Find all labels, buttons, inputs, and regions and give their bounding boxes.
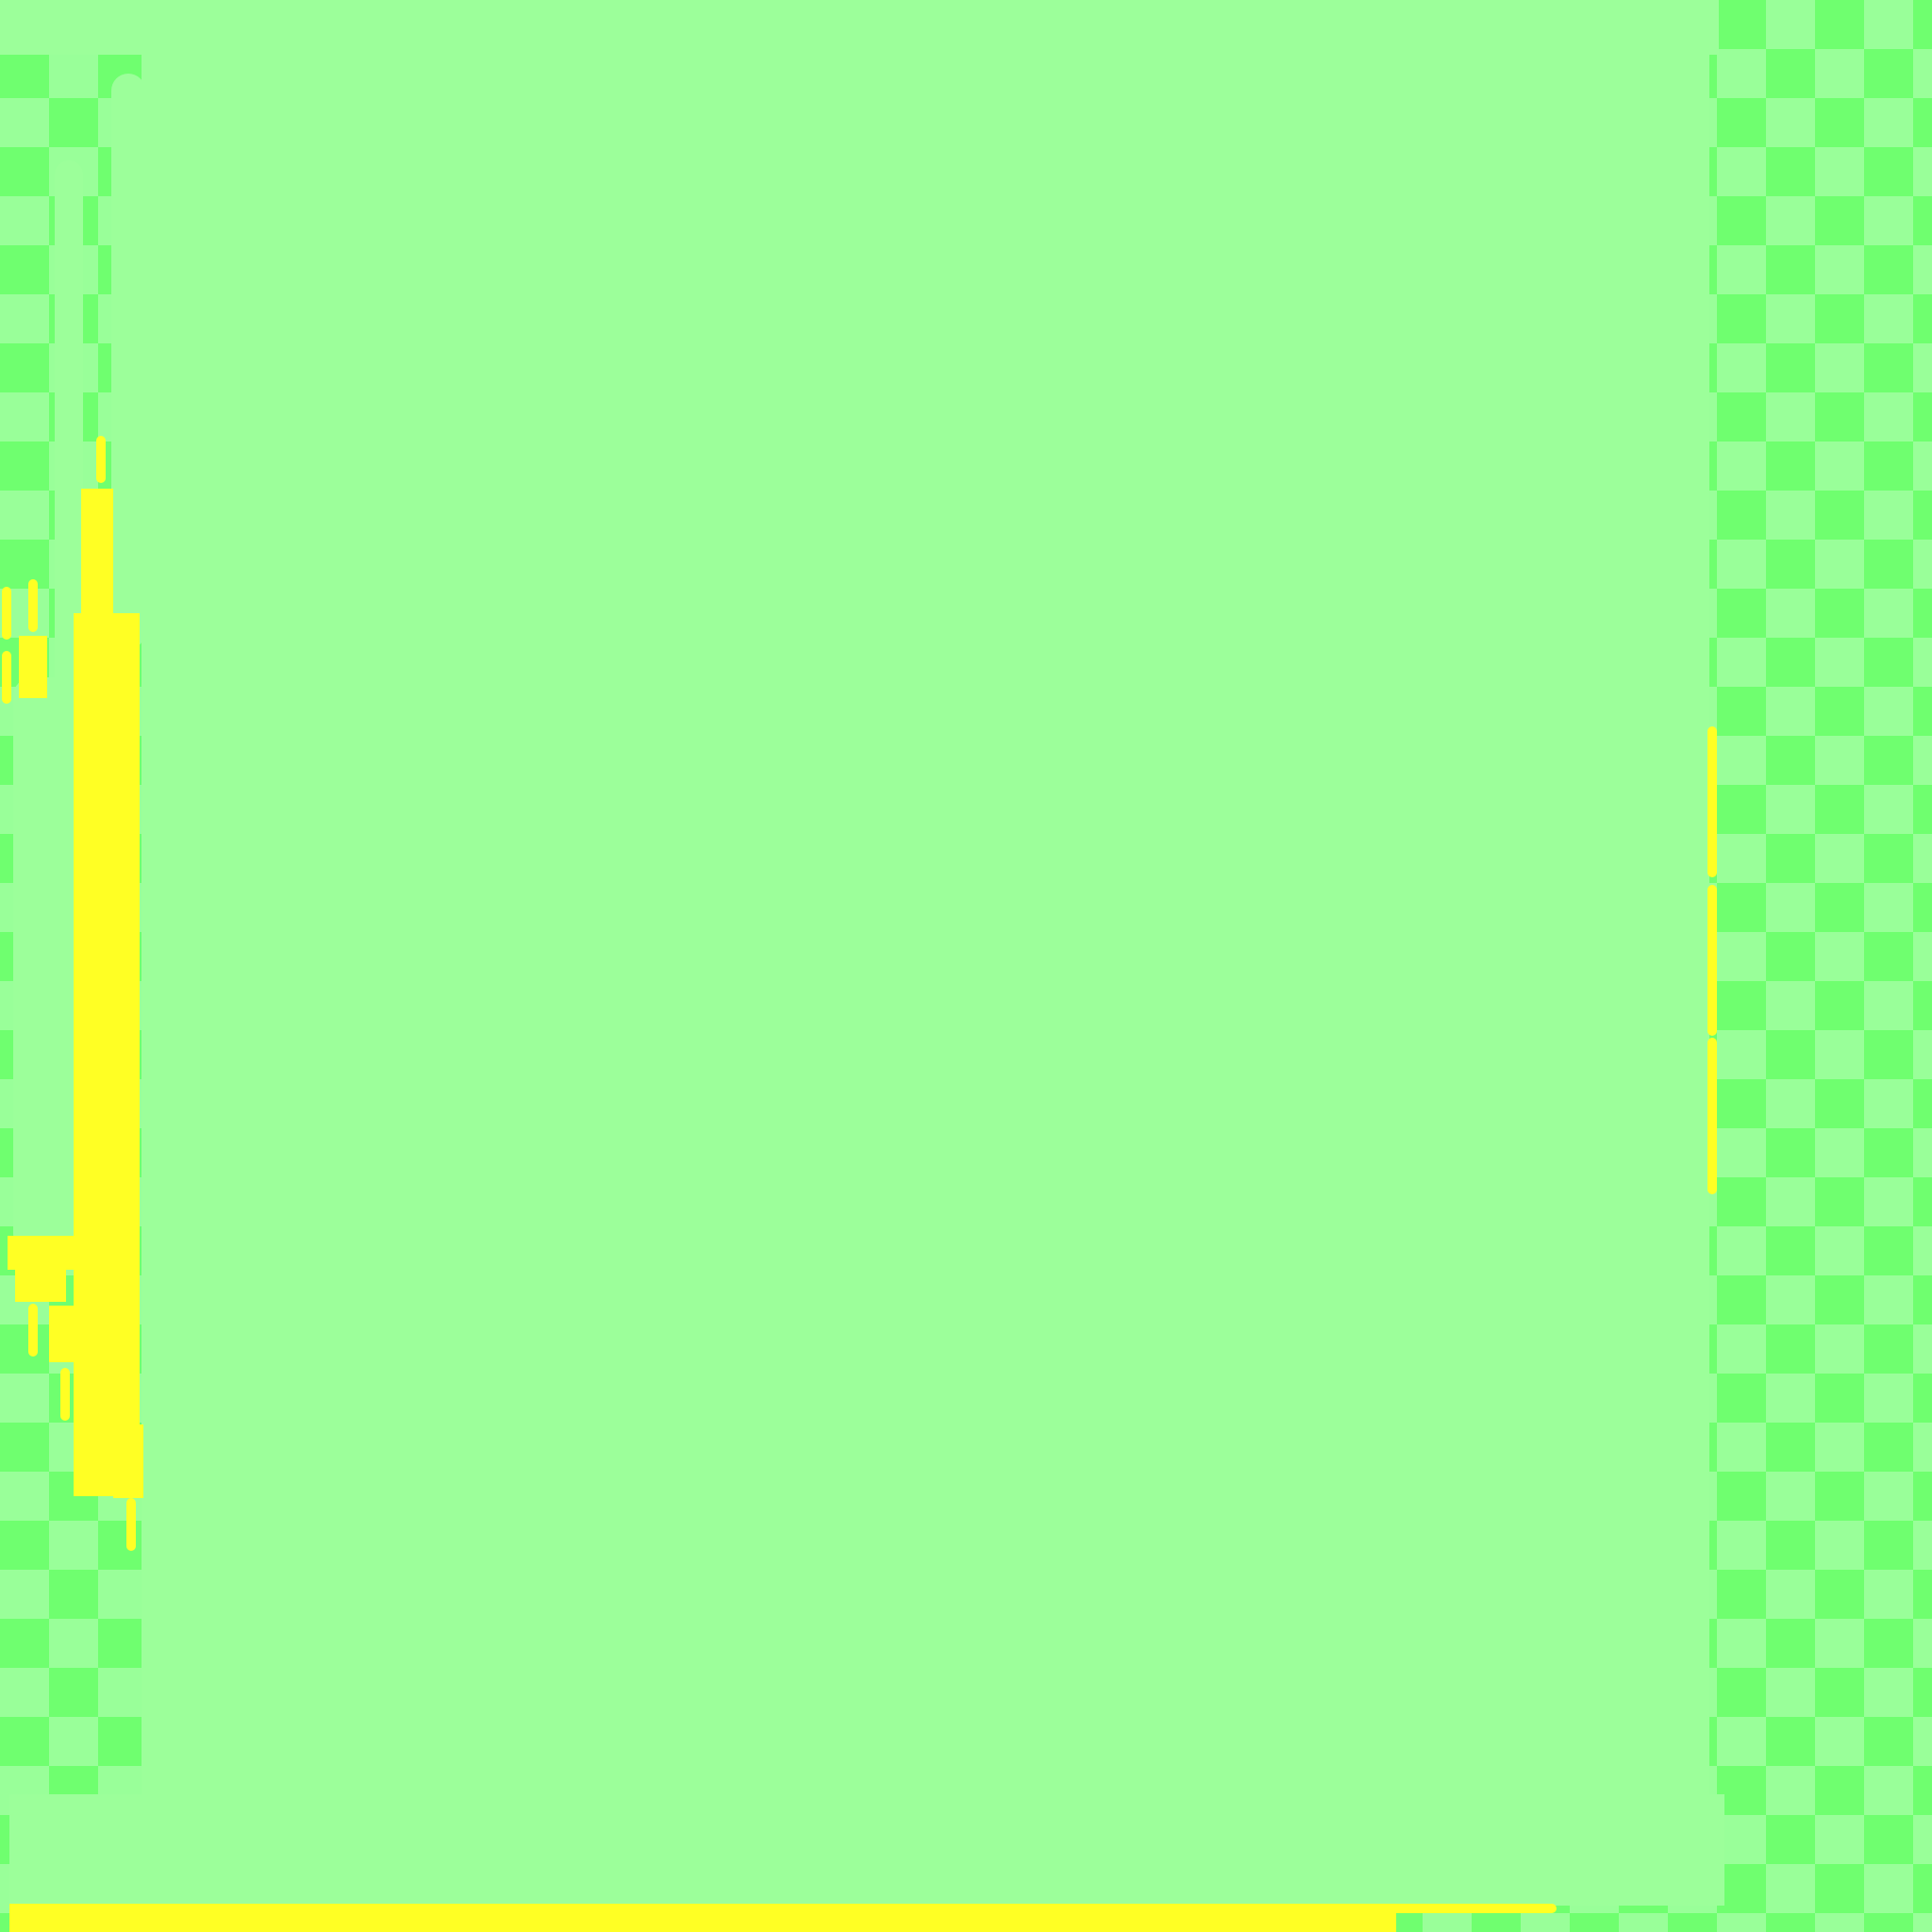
accent-right-02 [1707, 885, 1717, 1036]
accent-left-14 [94, 1432, 104, 1485]
accent-left-15 [113, 1424, 143, 1498]
left-rail-upper [111, 74, 145, 649]
accent-left-16 [126, 1498, 136, 1551]
accent-left-07 [2, 651, 11, 704]
accent-left-05 [28, 579, 38, 632]
accent-right-01 [1707, 726, 1717, 877]
left-rail-base [13, 677, 74, 1253]
main-surface [142, 47, 1709, 1823]
accent-right-03 [1707, 1038, 1717, 1194]
accent-bottom-bar [9, 1904, 1396, 1932]
accent-left-01 [96, 436, 106, 483]
accent-left-10 [28, 1304, 38, 1357]
accent-left-12 [60, 1368, 70, 1421]
accent-bottom-tail [1387, 1904, 1557, 1913]
accent-left-09 [15, 1264, 66, 1302]
accent-left-03 [74, 613, 140, 1496]
accent-left-11 [49, 1306, 87, 1362]
accent-left-02 [81, 489, 113, 615]
bottom-surface [9, 1794, 1724, 1906]
accent-left-06 [19, 636, 47, 698]
accent-left-04 [2, 587, 11, 640]
